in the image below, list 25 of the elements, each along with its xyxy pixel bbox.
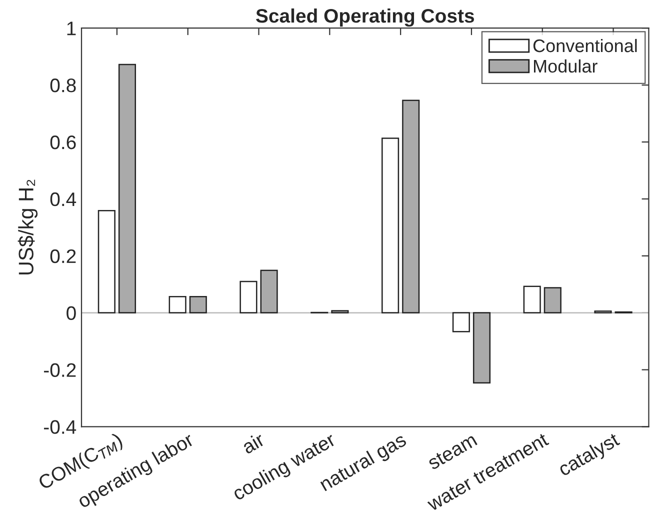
bar: [472, 312, 491, 384]
bar: [260, 270, 278, 314]
y-tick-label: 0.4: [50, 192, 76, 206]
bar: [168, 296, 186, 314]
y-axis-title: US$/kg H₂: [18, 180, 38, 274]
legend-label: Modular: [534, 59, 598, 73]
bar: [98, 210, 116, 314]
y-tick-label: -0.4: [44, 420, 76, 434]
bar: [118, 64, 136, 314]
bar: [523, 286, 541, 314]
y-tick-label: 1: [67, 22, 76, 36]
y-tick-label: 0.8: [50, 78, 76, 92]
bar: [402, 100, 420, 314]
chart-title: Scaled Operating Costs: [256, 8, 474, 27]
bar: [382, 138, 400, 314]
legend-label: Conventional: [533, 38, 637, 52]
bar: [544, 287, 562, 314]
y-tick-label: 0.2: [50, 249, 76, 264]
y-tick-label: 0: [66, 306, 76, 320]
bar: [240, 280, 258, 314]
y-tick-label: 0.6: [50, 135, 76, 150]
y-tick-label: -0.2: [44, 363, 76, 377]
bar: [189, 296, 207, 314]
bar: [452, 312, 470, 332]
x-tick-label: air: [240, 432, 266, 454]
